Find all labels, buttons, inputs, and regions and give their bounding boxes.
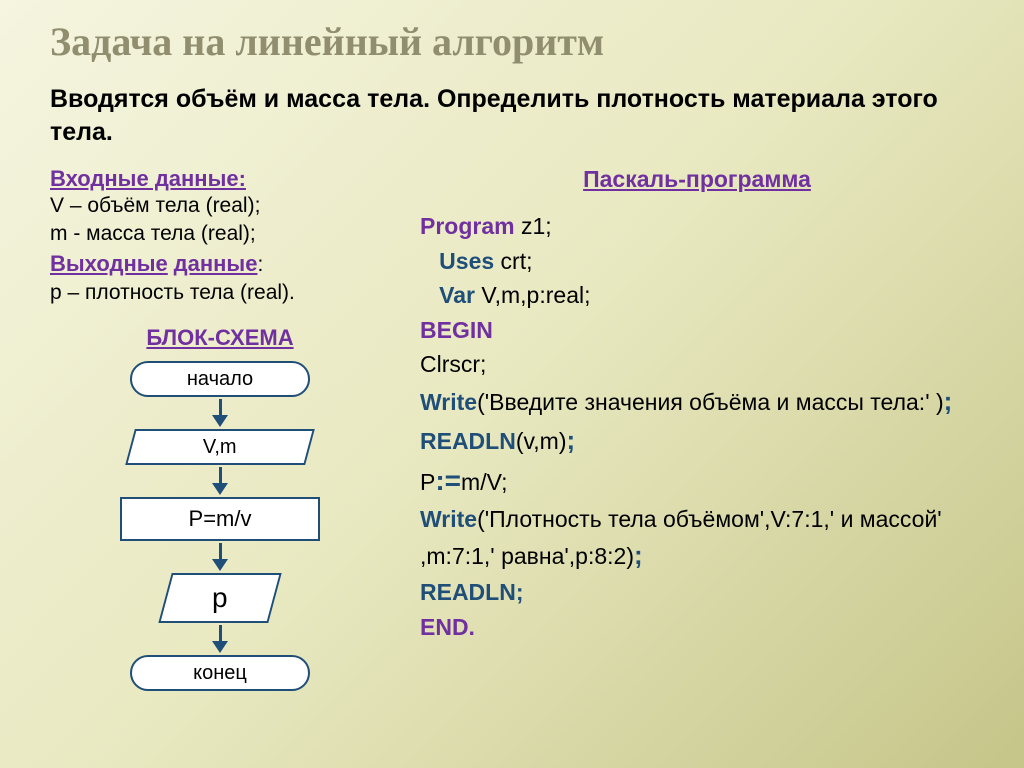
slide-subtitle: Вводятся объём и масса тела. Определить … — [0, 75, 1024, 166]
output-line-1: p – плотность тела (real). — [50, 279, 390, 307]
arrow-icon — [212, 625, 228, 653]
slide-title: Задача на линейный алгоритм — [50, 18, 974, 65]
pascal-code: Program z1; Uses crt; Var V,m,p:real; BE… — [420, 209, 974, 644]
pascal-title: Паскаль-программа — [420, 166, 974, 193]
flowchart-process: P=m/v — [120, 497, 320, 541]
right-column: Паскаль-программа Program z1; Uses crt; … — [420, 166, 974, 691]
input-data-header: Входные данные: — [50, 166, 390, 192]
arrow-icon — [212, 399, 228, 427]
input-line-2: m - масса тела (real); — [50, 220, 390, 248]
input-line-1: V – объём тела (real); — [50, 192, 390, 220]
flowchart-diagram: начало V,m P=m/v p конец — [50, 361, 390, 691]
flowchart-start: начало — [130, 361, 310, 397]
flowchart-title: БЛОК-СХЕМА — [50, 325, 390, 351]
flowchart-output: p — [158, 573, 281, 623]
arrow-icon — [212, 467, 228, 495]
flowchart-input: V,m — [125, 429, 315, 465]
arrow-icon — [212, 543, 228, 571]
flowchart-end: конец — [130, 655, 310, 691]
output-data-header: Выходные данные: — [50, 249, 390, 279]
left-column: Входные данные: V – объём тела (real); m… — [50, 166, 390, 691]
